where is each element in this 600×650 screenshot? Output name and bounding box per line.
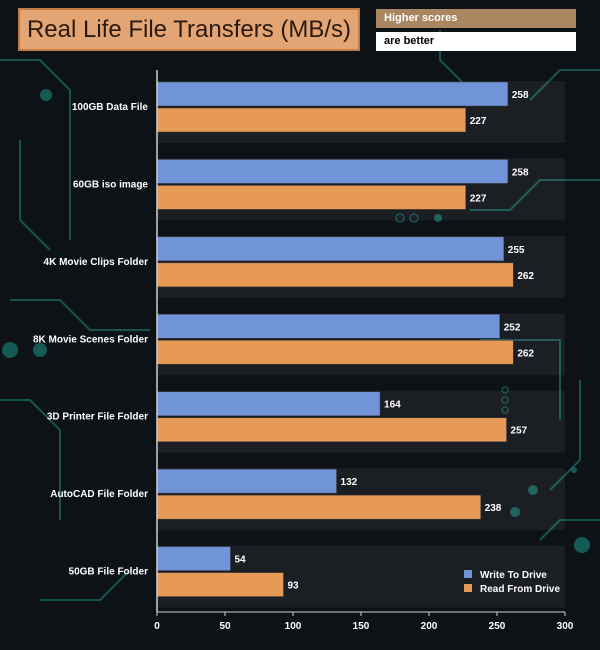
data-label: 258 — [512, 167, 529, 178]
category-label: 50GB File Folder — [69, 567, 149, 578]
data-label: 258 — [512, 90, 529, 101]
data-label: 164 — [384, 400, 401, 411]
x-tick-label: 300 — [557, 621, 574, 632]
x-tick-label: 250 — [489, 621, 506, 632]
bar — [156, 417, 507, 442]
category-label: AutoCAD File Folder — [50, 489, 148, 500]
bar — [156, 494, 481, 520]
data-label: 252 — [504, 322, 521, 333]
bar — [156, 185, 466, 210]
category-label: 4K Movie Clips Folder — [44, 257, 149, 268]
bar — [156, 236, 505, 262]
category-label: 100GB Data File — [72, 102, 149, 113]
bar — [156, 107, 466, 133]
x-tick-label: 50 — [219, 621, 231, 632]
x-tick-label: 0 — [154, 621, 160, 632]
legend-label: Read From Drive — [480, 584, 560, 595]
note-are-better: are better — [376, 32, 576, 51]
bar — [156, 81, 509, 107]
data-label: 227 — [470, 193, 487, 204]
note-higher-scores: Higher scores — [376, 9, 576, 28]
x-tick-label: 200 — [421, 621, 438, 632]
x-tick-label: 100 — [285, 621, 302, 632]
data-label: 262 — [517, 348, 534, 359]
legend-swatch — [464, 570, 472, 578]
category-label: 60GB iso image — [73, 179, 148, 190]
legend-label: Write To Drive — [480, 570, 547, 581]
bar — [156, 546, 231, 571]
bar — [156, 391, 381, 416]
bar — [156, 262, 514, 288]
x-tick-label: 150 — [353, 621, 370, 632]
data-label: 238 — [485, 503, 502, 514]
data-label: 93 — [287, 581, 299, 592]
data-label: 132 — [341, 477, 358, 488]
data-label: 227 — [470, 116, 487, 127]
chart-title: Real Life File Transfers (MB/s) — [18, 8, 360, 51]
bar — [156, 468, 337, 494]
legend-swatch — [464, 584, 472, 592]
data-label: 262 — [517, 271, 534, 282]
data-label: 257 — [511, 426, 528, 437]
data-label: 255 — [508, 245, 525, 256]
bar — [156, 572, 284, 597]
bar — [156, 314, 500, 339]
category-label: 3D Printer File Folder — [47, 412, 148, 423]
data-label: 54 — [234, 555, 246, 566]
bar — [156, 340, 514, 365]
bar — [156, 159, 509, 184]
category-label: 8K Movie Scenes Folder — [33, 334, 148, 345]
